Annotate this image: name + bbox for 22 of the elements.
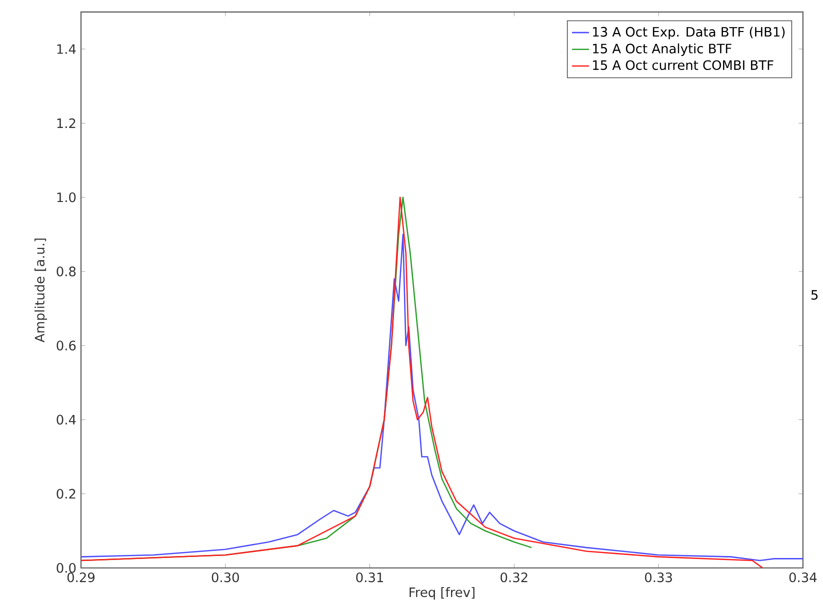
x-axis-title: Freq [frev] [410,587,474,600]
x-tick-label: 0.33 [644,572,672,582]
text: 5 [811,290,818,300]
x-tick-label: 0.32 [500,572,528,582]
y-axis-title: Amplitude [a.u.] [34,238,48,342]
y-tick-label: 0.0 [56,563,76,573]
x-tick-label: 0.34 [789,572,817,582]
legend-label: 13 A Oct Exp. Data BTF (HB1) [593,26,785,40]
x-tick-label: 0.30 [212,572,239,582]
y-tick-label: 0.8 [56,266,76,276]
y-tick-label: 1.4 [57,44,76,54]
x-tick-label: 0.31 [356,572,383,582]
y-tick-label: 0.2 [56,488,76,499]
legend-label: 15 A Oct current COMBI BTF [593,60,774,70]
y-tick-label: 0.4 [56,414,76,425]
x-tick-label: 0.29 [67,572,94,582]
y-tick-label: 1.2 [57,118,76,128]
y-tick-label: 0.6 [56,340,76,350]
legend-label: 15 A Oct Analytic BTF [593,43,732,56]
line-series [81,196,764,568]
y-tick-label: 1.0 [57,192,76,202]
line-series [81,234,803,562]
